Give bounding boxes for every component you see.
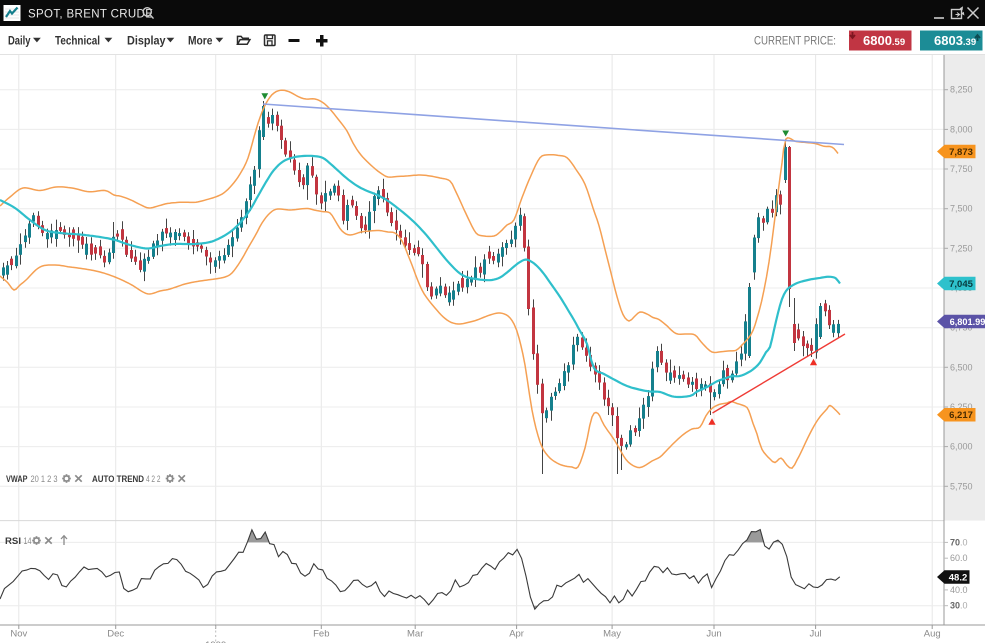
svg-text:40.0: 40.0 — [950, 585, 968, 595]
svg-text:70.0: 70.0 — [950, 537, 968, 547]
svg-text:May: May — [603, 629, 621, 640]
svg-text:Dec: Dec — [107, 629, 124, 640]
svg-text:Aug: Aug — [924, 629, 941, 640]
svg-text:7,500: 7,500 — [950, 204, 973, 214]
svg-text:8,000: 8,000 — [950, 124, 973, 134]
svg-text:30.0: 30.0 — [950, 601, 968, 611]
svg-text:7,750: 7,750 — [950, 164, 973, 174]
svg-text:AUTO TREND: AUTO TREND — [92, 474, 144, 485]
svg-text:Apr: Apr — [509, 629, 524, 640]
svg-text:Technical: Technical — [55, 34, 100, 48]
svg-text:48.2: 48.2 — [949, 572, 968, 583]
svg-text:1999: 1999 — [205, 640, 226, 643]
svg-text:Nov: Nov — [10, 629, 27, 640]
svg-text:6803.39: 6803.39 — [934, 33, 976, 48]
svg-text:14: 14 — [24, 536, 32, 547]
svg-text:RSI: RSI — [5, 536, 21, 547]
svg-text:VWAP: VWAP — [6, 474, 28, 485]
svg-text:6,801.99: 6,801.99 — [950, 317, 985, 327]
svg-text:6,250: 6,250 — [950, 402, 973, 412]
svg-text:Feb: Feb — [313, 629, 329, 640]
svg-text:More: More — [188, 34, 213, 48]
svg-text:8,250: 8,250 — [950, 85, 973, 95]
svg-text:Display: Display — [127, 34, 166, 48]
svg-text:7,250: 7,250 — [950, 243, 973, 253]
svg-text:Jun: Jun — [706, 629, 721, 640]
svg-text:CURRENT PRICE:: CURRENT PRICE: — [754, 34, 836, 48]
svg-text:20 1 2 3: 20 1 2 3 — [31, 474, 58, 485]
svg-text:60.0: 60.0 — [950, 553, 968, 563]
svg-text:6,000: 6,000 — [950, 442, 973, 452]
svg-text:6,217: 6,217 — [949, 410, 973, 421]
svg-text:Mar: Mar — [407, 629, 423, 640]
svg-text:SPOT, BRENT CRUDE: SPOT, BRENT CRUDE — [28, 9, 153, 21]
svg-text:Jul: Jul — [810, 629, 822, 640]
svg-text:6800.59: 6800.59 — [863, 33, 905, 48]
svg-text:5,750: 5,750 — [950, 481, 973, 491]
svg-text:7,045: 7,045 — [949, 279, 973, 290]
svg-text:7,873: 7,873 — [949, 147, 973, 158]
svg-text:4 2 2: 4 2 2 — [146, 474, 161, 485]
svg-text:6,500: 6,500 — [950, 362, 973, 372]
svg-text:Daily: Daily — [8, 34, 31, 48]
